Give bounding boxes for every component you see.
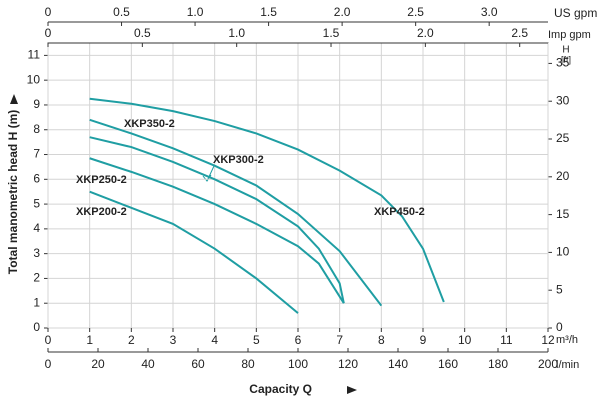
y-tick-label: 9 xyxy=(33,97,40,111)
x-tick-label: 2.5 xyxy=(511,26,528,40)
curve-label: XKP250-2 xyxy=(76,174,127,186)
curve-label: XKP300-2 xyxy=(213,154,264,166)
y2-tick-label: 25 xyxy=(556,131,570,145)
x-axis-unit: Imp gpm xyxy=(548,29,591,41)
x-tick-label: 140 xyxy=(388,357,408,371)
y-tick-label: 11 xyxy=(28,48,41,62)
arrow xyxy=(347,386,357,394)
y-axis-label: Total manometric head H (m) xyxy=(6,110,20,274)
y-tick-label: 6 xyxy=(33,171,40,185)
x-tick-label: 160 xyxy=(438,357,458,371)
x-tick-label: 2 xyxy=(128,333,135,347)
y2-tick-label: 10 xyxy=(556,245,570,259)
curve xyxy=(89,136,345,304)
x-tick-label: 0 xyxy=(45,5,52,19)
x-tick-label: 0.5 xyxy=(134,26,151,40)
x-tick-label: 180 xyxy=(488,357,508,371)
x-tick-label: 0 xyxy=(45,357,52,371)
y-tick-label: 1 xyxy=(33,295,40,309)
y-tick-label: 0 xyxy=(33,320,40,334)
x-axis-unit: l/min xyxy=(556,359,579,371)
x-tick-label: 1 xyxy=(86,333,93,347)
x-tick-label: 8 xyxy=(378,333,385,347)
y-tick-label: 2 xyxy=(33,271,40,285)
x-tick-label: 120 xyxy=(338,357,358,371)
y2-axis-label: H xyxy=(562,45,569,56)
y2-axis-unit: [ft] xyxy=(561,54,571,64)
x-tick-label: 5 xyxy=(253,333,260,347)
x-tick-label: 7 xyxy=(336,333,343,347)
x-axis-label: Capacity Q xyxy=(249,382,312,396)
y2-tick-label: 0 xyxy=(556,320,563,334)
y2-tick-label: 5 xyxy=(556,282,563,296)
y-tick-label: 7 xyxy=(33,147,40,161)
x-tick-label: 1.0 xyxy=(228,26,245,40)
x-tick-label: 3.0 xyxy=(481,5,498,19)
x-tick-label: 40 xyxy=(141,357,155,371)
y-tick-label: 5 xyxy=(33,196,40,210)
x-tick-label: 1.5 xyxy=(323,26,340,40)
curve xyxy=(89,118,383,307)
x-tick-label: 4 xyxy=(211,333,218,347)
x-tick-label: 200 xyxy=(538,357,558,371)
x-tick-label: 1.5 xyxy=(260,5,277,19)
x-tick-label: 2.0 xyxy=(334,5,351,19)
y-tick-label: 8 xyxy=(33,122,40,136)
x-tick-label: 0 xyxy=(45,333,52,347)
x-tick-label: 20 xyxy=(91,357,105,371)
x-tick-label: 1.0 xyxy=(187,5,204,19)
y2-tick-label: 30 xyxy=(556,93,570,107)
x-tick-label: 6 xyxy=(295,333,302,347)
x-tick-label: 3 xyxy=(170,333,177,347)
curve-label: XKP350-2 xyxy=(124,118,175,130)
x-tick-label: 12 xyxy=(541,333,555,347)
x-tick-label: 0 xyxy=(45,26,52,40)
curve xyxy=(89,157,345,304)
y2-tick-label: 35 xyxy=(556,56,570,70)
y-tick-label: 10 xyxy=(27,72,41,86)
x-tick-label: 60 xyxy=(191,357,205,371)
y-tick-label: 4 xyxy=(33,221,40,235)
y-tick-label: 3 xyxy=(33,246,40,260)
x-tick-label: 9 xyxy=(420,333,427,347)
x-axis-unit: m³/h xyxy=(556,334,578,346)
x-tick-label: 80 xyxy=(241,357,255,371)
arrow xyxy=(10,94,18,104)
curve-label: XKP200-2 xyxy=(76,206,127,218)
x-tick-label: 11 xyxy=(500,333,513,347)
curve xyxy=(89,190,299,314)
curve xyxy=(89,97,445,303)
y2-tick-label: 20 xyxy=(556,169,570,183)
x-tick-label: 2.0 xyxy=(417,26,434,40)
x-axis-unit: US gpm xyxy=(554,6,597,20)
x-tick-label: 0.5 xyxy=(113,5,130,19)
y2-tick-label: 15 xyxy=(556,207,570,221)
x-tick-label: 10 xyxy=(458,333,472,347)
x-tick-label: 100 xyxy=(288,357,308,371)
x-tick-label: 2.5 xyxy=(407,5,424,19)
curve-label: XKP450-2 xyxy=(374,206,425,218)
